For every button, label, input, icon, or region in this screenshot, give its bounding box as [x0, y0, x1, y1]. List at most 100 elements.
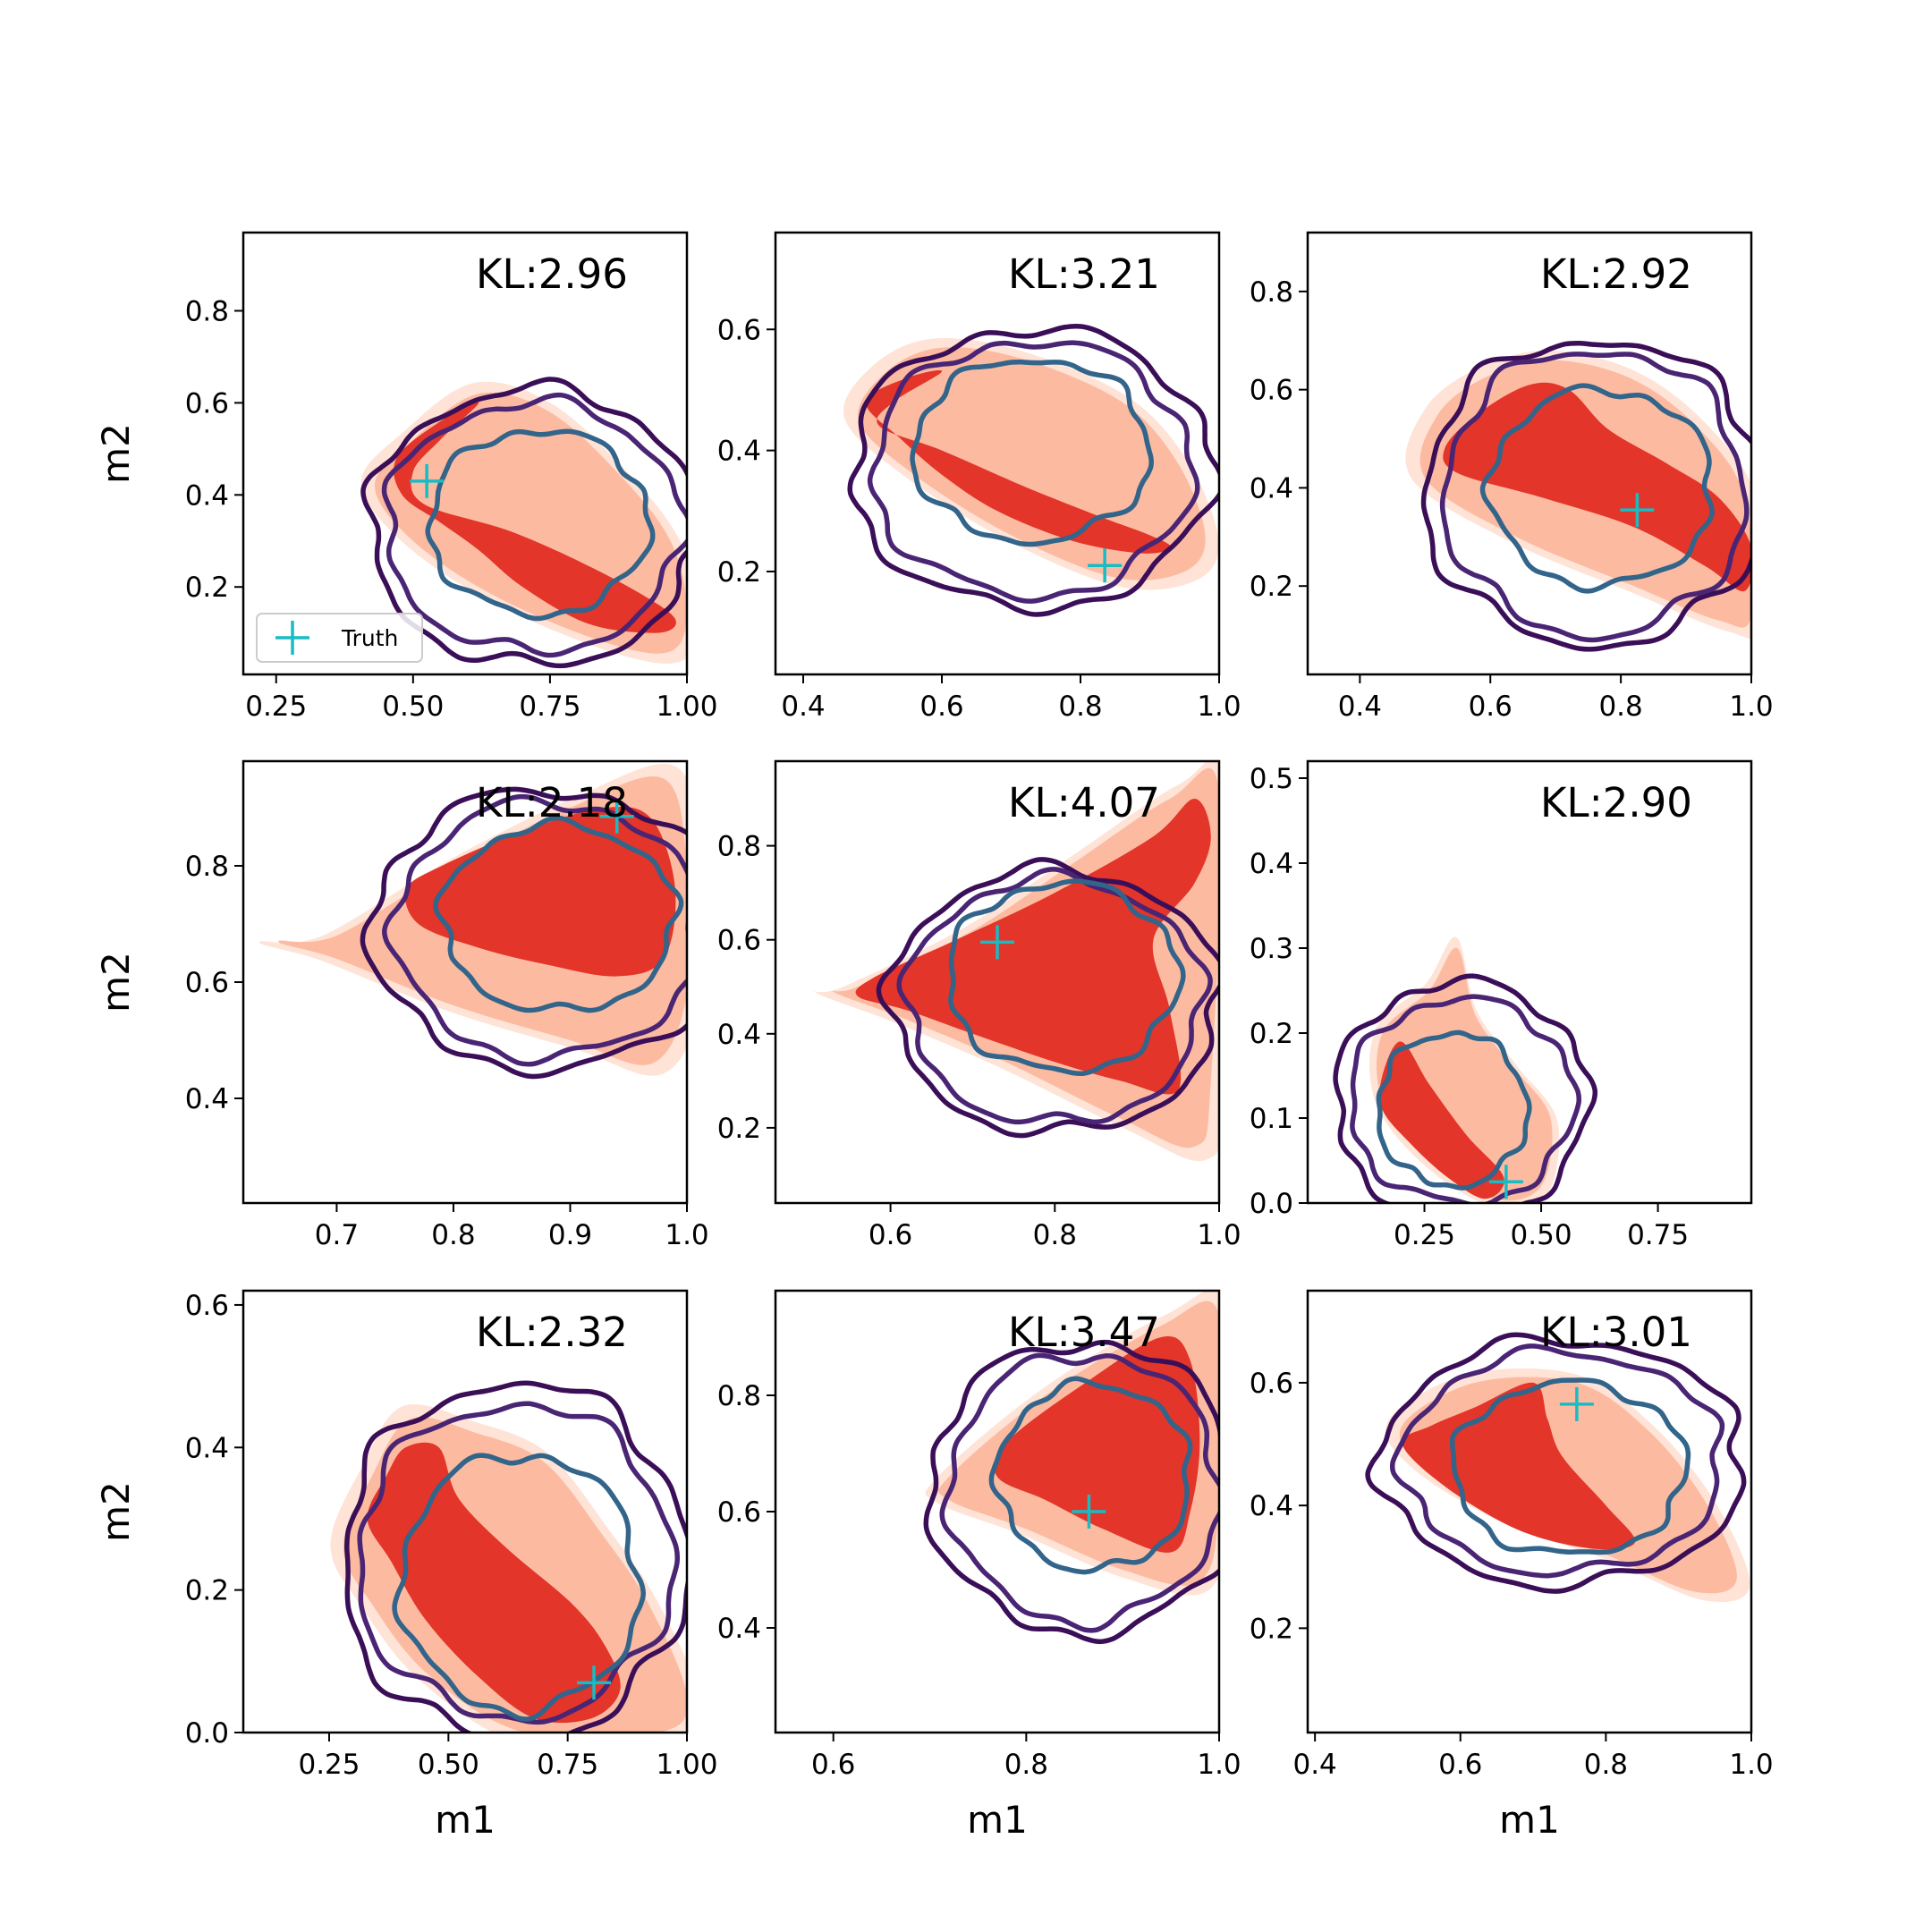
- x-tick-label: 0.6: [1469, 691, 1513, 723]
- x-tick-label: 0.50: [382, 691, 444, 723]
- axes-frame: [774, 759, 1221, 1205]
- truth-marker: [1559, 1386, 1594, 1421]
- contour-outer: [847, 323, 1219, 617]
- x-tick-label: 0.4: [1292, 1749, 1336, 1781]
- contour-inner: [1376, 1030, 1532, 1191]
- y-tick-label: 0.6: [1250, 1368, 1293, 1400]
- contour-outer: [923, 1339, 1219, 1645]
- legend: Truth: [256, 613, 423, 663]
- x-tick-label: 0.8: [1058, 691, 1102, 723]
- y-tick-label: 0.4: [1250, 472, 1293, 504]
- contour-inner: [433, 815, 684, 1013]
- panel-6: 0.25 0.50 0.75 0.0 0.1 0.2 0.3 0.4 0.5 KL:2.90: [1250, 759, 1753, 1251]
- kl-divergence-label: KL:2.32: [476, 1309, 628, 1356]
- truth-marker: [1488, 1165, 1523, 1199]
- y-tick-label: 0.4: [185, 479, 229, 512]
- y-tick-label: 0.4: [717, 1019, 761, 1051]
- contour-inner: [948, 878, 1186, 1077]
- x-tick-label: 0.75: [537, 1749, 598, 1781]
- contour-inner: [1449, 1377, 1691, 1555]
- truth-marker: [1620, 493, 1655, 528]
- panel-8: 0.6 0.8 1.0 0.4 0.6 0.8 KL:3.47 m1: [717, 1289, 1241, 1842]
- contour-inner: [425, 428, 656, 622]
- y-tick-label: 0.1: [1250, 1103, 1293, 1135]
- y-tick-label: 0.8: [185, 851, 229, 883]
- truth-marker: [410, 463, 445, 498]
- x-tick-label: 0.25: [245, 691, 307, 723]
- y-tick-label: 0.8: [185, 295, 229, 327]
- density-fill-high: [865, 369, 1171, 554]
- contour-middle: [1439, 352, 1750, 643]
- x-tick-label: 0.8: [1033, 1219, 1077, 1251]
- kl-divergence-label: KL:2.90: [1540, 779, 1692, 826]
- x-tick-label: 0.50: [418, 1749, 479, 1781]
- density-fill-mid: [858, 347, 1206, 580]
- y-tick-label: 0.2: [1250, 1613, 1293, 1645]
- plot-area: [1333, 936, 1598, 1203]
- y-tick-label: 0.2: [185, 572, 229, 604]
- x-tick-label: 1.0: [1729, 691, 1773, 723]
- contour-outer: [360, 377, 687, 669]
- contour-inner: [1479, 383, 1715, 594]
- contour-outer: [344, 1380, 687, 1733]
- contour-middle: [939, 1352, 1219, 1633]
- x-tick-label: 0.8: [431, 1219, 475, 1251]
- density-fill-high: [855, 799, 1211, 1095]
- y-tick-label: 0.2: [1250, 1018, 1293, 1050]
- density-fill-high: [1443, 382, 1751, 592]
- y-tick-label: 0.2: [185, 1575, 229, 1607]
- legend-label: Truth: [341, 625, 398, 651]
- x-tick-label: 0.7: [315, 1219, 359, 1251]
- y-tick-label: 0.2: [1250, 571, 1293, 603]
- plot-area: [843, 323, 1219, 617]
- axes-frame: [242, 231, 689, 676]
- x-tick-label: 0.6: [919, 691, 963, 723]
- y-tick-label: 0.8: [717, 1380, 761, 1412]
- kl-divergence-label: KL:3.47: [1008, 1309, 1160, 1356]
- panel-9: 0.4 0.6 0.8 1.0 0.2 0.4 0.6 KL:3.01 m1: [1250, 1289, 1774, 1842]
- x-axis-label: m1: [435, 1798, 496, 1842]
- x-tick-label: 0.8: [1598, 691, 1642, 723]
- x-tick-label: 0.8: [1584, 1749, 1628, 1781]
- y-tick-label: 0.2: [717, 556, 761, 589]
- x-tick-label: 1.0: [1729, 1749, 1773, 1781]
- contour-outer: [1333, 973, 1598, 1203]
- x-axis-label: m1: [967, 1798, 1028, 1842]
- contour-middle: [382, 793, 687, 1067]
- x-tick-label: 0.6: [811, 1749, 855, 1781]
- truth-marker: [1072, 1495, 1106, 1529]
- y-axis-label: m2: [94, 1481, 138, 1542]
- y-tick-label: 0.5: [1250, 763, 1293, 795]
- density-fill-high: [394, 402, 676, 633]
- panel-7: 0.25 0.50 0.75 1.00 0.0 0.2 0.4 0.6 KL:2.32 m2 m1: [94, 1289, 718, 1842]
- y-tick-label: 0.8: [1250, 276, 1293, 309]
- density-fill-high: [1402, 1382, 1636, 1550]
- panel-3: 0.4 0.6 0.8 1.0 0.2 0.4 0.6 0.8 KL:2.92: [1250, 231, 1774, 723]
- x-tick-label: 0.75: [1627, 1219, 1689, 1251]
- x-tick-label: 1.00: [656, 691, 717, 723]
- x-tick-label: 1.0: [1197, 1219, 1241, 1251]
- y-tick-label: 0.6: [717, 314, 761, 346]
- kl-divergence-label: KL:3.01: [1540, 1309, 1692, 1356]
- x-tick-label: 1.0: [1197, 691, 1241, 723]
- truth-marker: [599, 799, 634, 834]
- y-tick-label: 0.4: [1250, 1490, 1293, 1522]
- panel-2: 0.4 0.6 0.8 1.0 0.2 0.4 0.6 KL:3.21: [717, 231, 1241, 723]
- x-tick-label: 0.9: [548, 1219, 592, 1251]
- y-tick-label: 0.6: [185, 967, 229, 999]
- x-tick-label: 0.75: [519, 691, 580, 723]
- plot-area: [812, 761, 1219, 1162]
- x-tick-label: 0.50: [1511, 1219, 1572, 1251]
- truth-marker: [1088, 548, 1123, 583]
- axes-frame: [1306, 1289, 1753, 1734]
- x-tick-label: 0.6: [1438, 1749, 1482, 1781]
- kl-divergence-label: KL:2.92: [1540, 250, 1692, 298]
- x-tick-label: 0.25: [298, 1749, 360, 1781]
- x-tick-label: 1.00: [656, 1749, 717, 1781]
- y-tick-label: 0.6: [185, 1290, 229, 1322]
- kl-divergence-label: KL:2.96: [476, 250, 628, 298]
- truth-marker: [980, 925, 1014, 960]
- x-tick-label: 1.0: [1197, 1749, 1241, 1781]
- plot-area: [360, 377, 687, 669]
- plot-area: [1405, 341, 1751, 652]
